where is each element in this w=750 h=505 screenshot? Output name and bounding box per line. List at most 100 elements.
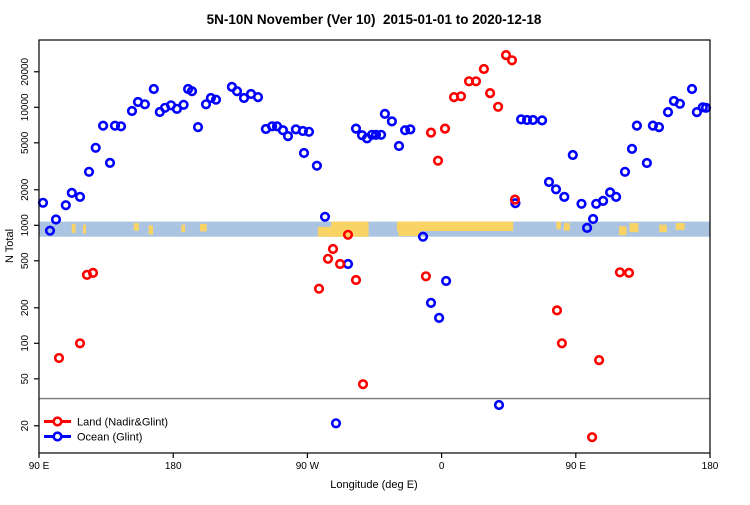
data-point xyxy=(515,114,527,125)
data-point xyxy=(626,143,638,154)
data-point xyxy=(662,106,674,118)
data-point xyxy=(97,120,109,131)
data-point xyxy=(521,114,533,126)
data-point xyxy=(393,140,405,152)
band-land-patch xyxy=(556,221,561,230)
data-point xyxy=(327,243,339,255)
data-point xyxy=(527,114,539,126)
plot-border xyxy=(38,39,711,454)
data-point xyxy=(581,222,593,233)
x-axis-label: Longitude (deg E) xyxy=(330,479,417,491)
data-point xyxy=(386,116,398,127)
data-point xyxy=(342,258,354,270)
y-tick-label: 50 xyxy=(20,373,31,385)
data-point xyxy=(543,176,555,188)
y-tick-label: 500 xyxy=(20,252,31,269)
band-land-patch xyxy=(331,221,369,237)
band-land-patch xyxy=(563,223,570,231)
data-points-ocean xyxy=(37,81,712,429)
x-tick-label: 180 xyxy=(702,461,719,472)
y-tick-label: 1000 xyxy=(20,214,31,237)
data-point xyxy=(536,115,548,126)
data-point xyxy=(313,283,325,294)
data-point xyxy=(66,187,77,198)
data-point xyxy=(509,194,521,205)
x-tick-label: 0 xyxy=(439,461,445,472)
legend: Land (Nadir&Glint) Ocean (Glint) xyxy=(44,416,168,444)
data-point xyxy=(178,99,189,110)
data-point xyxy=(550,184,562,195)
legend-item-land: Land (Nadir&Glint) xyxy=(44,416,168,429)
data-point xyxy=(109,120,121,131)
data-point xyxy=(567,149,578,161)
data-point xyxy=(126,105,138,117)
data-point xyxy=(115,121,127,132)
legend-item-ocean: Ocean (Glint) xyxy=(44,431,142,444)
data-point xyxy=(357,379,369,390)
data-point xyxy=(53,352,65,364)
data-point xyxy=(614,267,626,278)
data-point xyxy=(90,142,101,153)
legend-land-marker-icon xyxy=(52,416,63,427)
data-point xyxy=(455,91,467,102)
band-land-patch xyxy=(317,226,342,237)
data-point xyxy=(50,214,62,225)
data-point xyxy=(425,297,437,309)
data-point xyxy=(432,155,444,166)
data-point xyxy=(267,121,278,132)
band-land-patch xyxy=(181,224,186,233)
band-land-patch xyxy=(82,224,86,234)
latitude-band xyxy=(39,221,710,237)
band-land-patch xyxy=(148,225,154,235)
data-point xyxy=(44,225,56,236)
data-point xyxy=(417,231,429,242)
data-point xyxy=(350,123,362,134)
data-point xyxy=(623,267,635,279)
data-point xyxy=(282,131,294,142)
data-point xyxy=(506,55,518,66)
y-tick-label: 5000 xyxy=(20,131,31,154)
data-point xyxy=(405,124,416,135)
data-point xyxy=(277,125,289,136)
data-point xyxy=(205,92,216,104)
data-point xyxy=(297,125,309,137)
x-tick-label: 180 xyxy=(165,461,182,472)
data-point xyxy=(470,76,482,87)
data-point xyxy=(485,87,496,99)
legend-ocean-marker-icon xyxy=(52,431,63,442)
data-point xyxy=(686,83,698,95)
data-points-land xyxy=(53,49,635,443)
data-point xyxy=(330,418,342,429)
band-land-patch xyxy=(200,223,207,232)
data-point xyxy=(37,197,49,208)
data-point xyxy=(87,267,99,279)
data-point xyxy=(641,157,653,169)
data-point xyxy=(322,253,334,264)
data-point xyxy=(298,147,310,159)
data-point xyxy=(691,106,703,118)
data-point xyxy=(376,129,387,140)
data-point xyxy=(366,129,378,140)
data-point xyxy=(576,198,587,209)
data-point xyxy=(186,86,198,97)
band-land-patch xyxy=(675,223,685,230)
data-point xyxy=(597,195,609,206)
y-tick-label: 200 xyxy=(20,299,31,316)
band-land-patch xyxy=(619,226,627,236)
band-land-patch xyxy=(629,223,639,233)
y-tick-label: 2000 xyxy=(20,178,31,201)
x-tick-label: 90 E xyxy=(29,461,50,472)
legend-land-label: Land (Nadir&Glint) xyxy=(77,417,168,429)
y-tick-label: 100 xyxy=(20,335,31,352)
data-point xyxy=(148,83,159,95)
data-point xyxy=(556,338,568,349)
band-land-patch xyxy=(133,223,139,231)
data-point xyxy=(60,200,71,211)
data-point xyxy=(252,91,264,103)
data-point xyxy=(559,191,570,202)
data-point xyxy=(74,338,86,349)
data-point xyxy=(631,120,643,131)
data-point xyxy=(420,271,432,282)
y-axis-label: N Total xyxy=(4,229,16,263)
